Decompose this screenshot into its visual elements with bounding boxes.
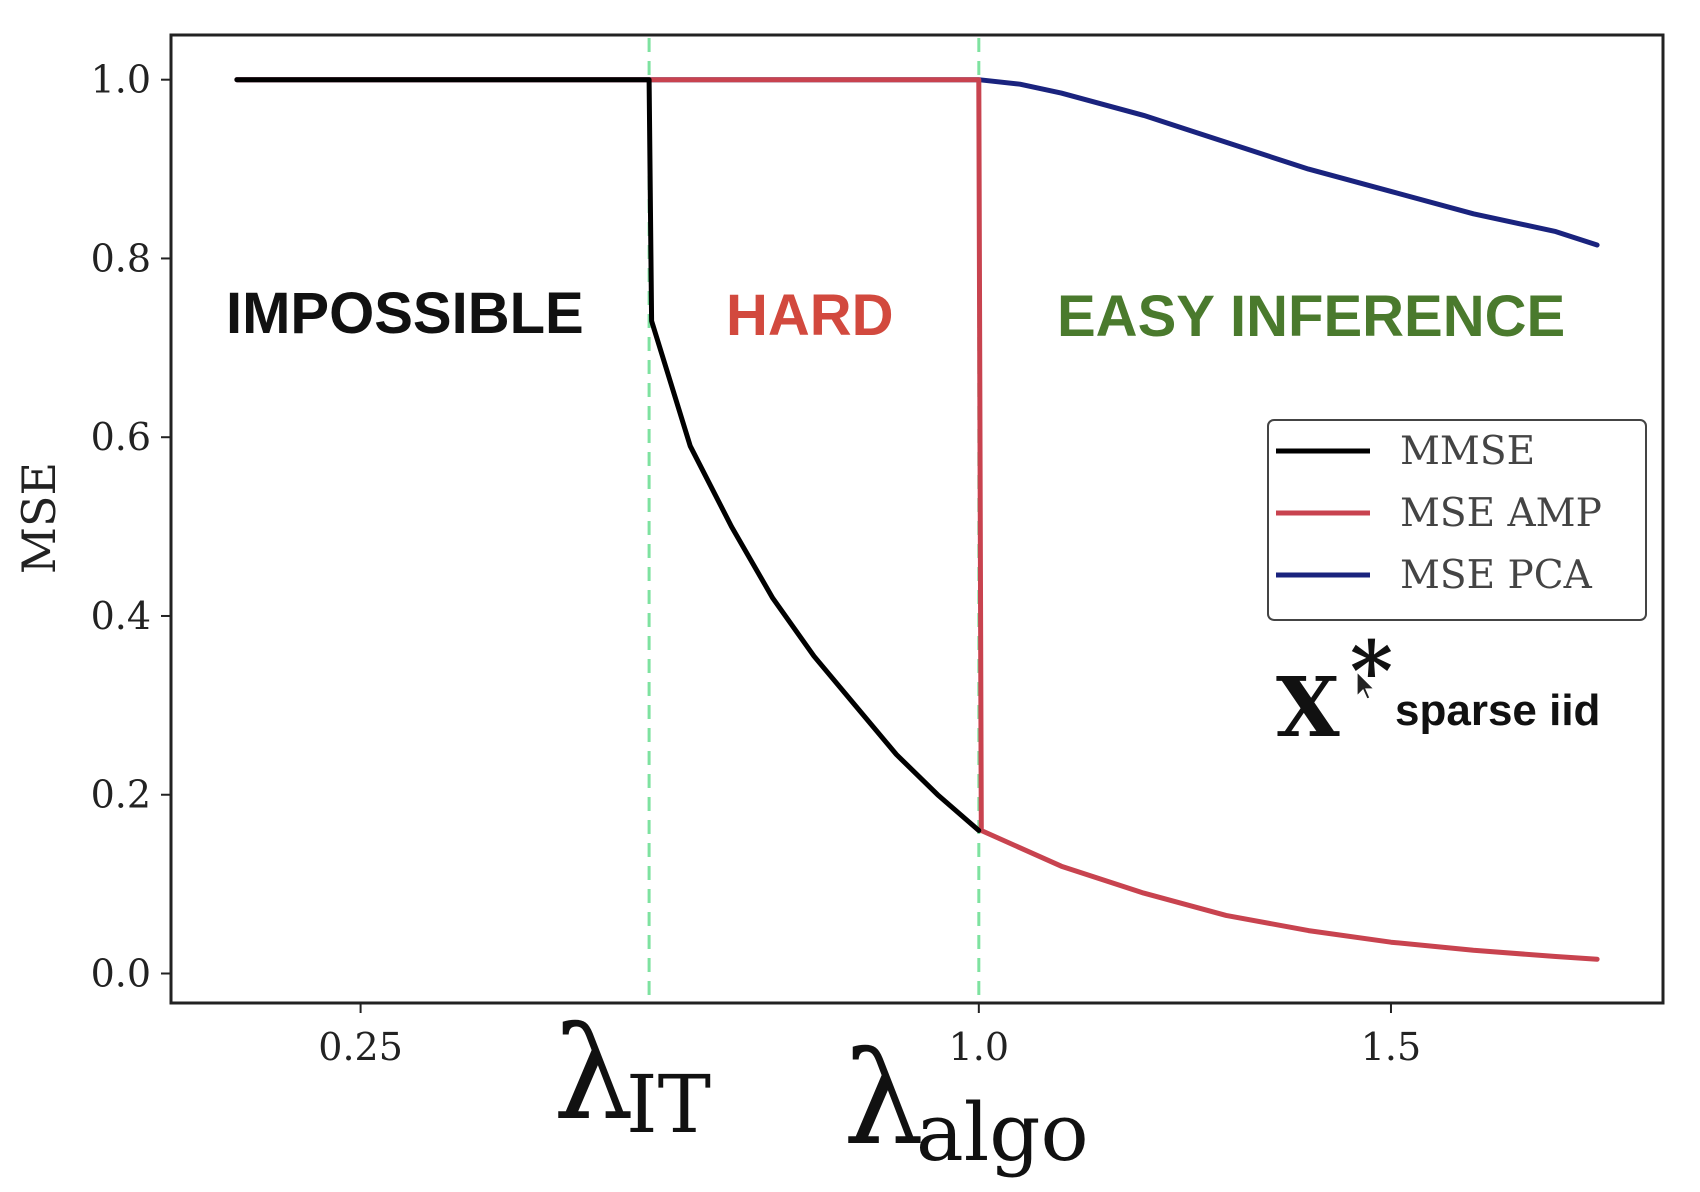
y-tick-label: 0.0 xyxy=(91,952,151,996)
x-tick-label: 1.5 xyxy=(1361,1025,1421,1069)
legend-entry: MMSE xyxy=(1400,429,1535,474)
legend-entry: MSE AMP xyxy=(1400,491,1602,536)
series-lines xyxy=(234,77,1600,962)
cursor-pointer-icon xyxy=(1356,670,1376,700)
series-mse-amp xyxy=(234,77,1600,962)
svg-text:λ: λ xyxy=(553,1000,634,1149)
svg-text:IT: IT xyxy=(626,1058,711,1151)
svg-text:λ: λ xyxy=(843,1025,924,1174)
region-label-easy: EASY INFERENCE xyxy=(1057,284,1565,349)
series-mse-pca xyxy=(234,77,1600,248)
region-label-impossible: IMPOSSIBLE xyxy=(226,281,584,346)
y-tick-label: 1.0 xyxy=(91,58,151,102)
lambda-it-label: λ IT xyxy=(553,1000,711,1151)
y-tick-label: 0.4 xyxy=(91,594,151,638)
x-tick-label: 0.25 xyxy=(318,1025,403,1069)
region-label-hard: HARD xyxy=(726,283,894,348)
svg-text:X: X xyxy=(1276,660,1340,756)
series-mmse xyxy=(234,77,982,833)
threshold-lines xyxy=(647,38,981,1000)
y-tick-label: 0.8 xyxy=(91,236,151,280)
y-axis-ticks: 0.0 0.2 0.4 0.6 0.8 1.0 xyxy=(91,58,171,996)
lambda-algo-label: λ algo xyxy=(843,1025,1089,1179)
y-axis-label: MSE xyxy=(12,462,66,574)
y-tick-label: 0.6 xyxy=(91,415,151,459)
x-axis-ticks: 0.25 1.0 1.5 xyxy=(318,1003,1421,1069)
legend: MMSE MSE AMP MSE PCA xyxy=(1267,419,1647,621)
svg-text:sparse iid: sparse iid xyxy=(1395,686,1600,735)
svg-text:algo: algo xyxy=(916,1086,1089,1179)
legend-entry: MSE PCA xyxy=(1400,553,1593,598)
x-tick-label: 1.0 xyxy=(949,1025,1009,1069)
plot-frame xyxy=(169,33,1665,1005)
y-tick-label: 0.2 xyxy=(91,773,151,817)
annotation-x-star: X * sparse iid xyxy=(1276,624,1600,756)
